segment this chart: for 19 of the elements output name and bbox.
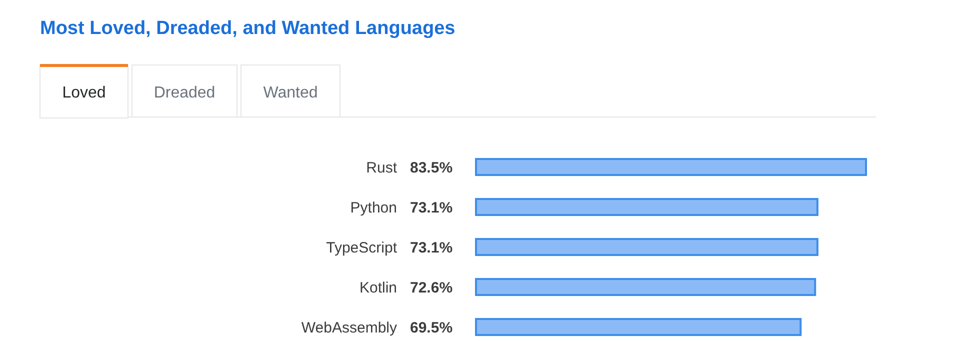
y-tick-label: WebAssembly [301,319,398,336]
bar [475,318,802,336]
y-tick-label: Kotlin [359,279,397,296]
tab: Loved [40,64,128,118]
y-tick-label: Python [350,199,397,216]
bar [475,158,867,176]
bar [475,238,818,256]
data-label: 72.6% [410,279,453,296]
data-label: 69.5% [410,319,453,336]
text: Most Loved, Dreaded, and Wanted Languages [40,18,456,39]
data-label: 83.5% [410,159,453,176]
y-tick-label: TypeScript [326,239,398,256]
data-label: 73.1% [410,239,453,256]
bar [475,198,818,216]
bar [475,278,816,296]
tab: Dreaded [132,64,238,118]
y-tick-label: Rust [366,159,398,176]
data-label: 73.1% [410,199,453,216]
tab: Wanted [240,64,340,118]
